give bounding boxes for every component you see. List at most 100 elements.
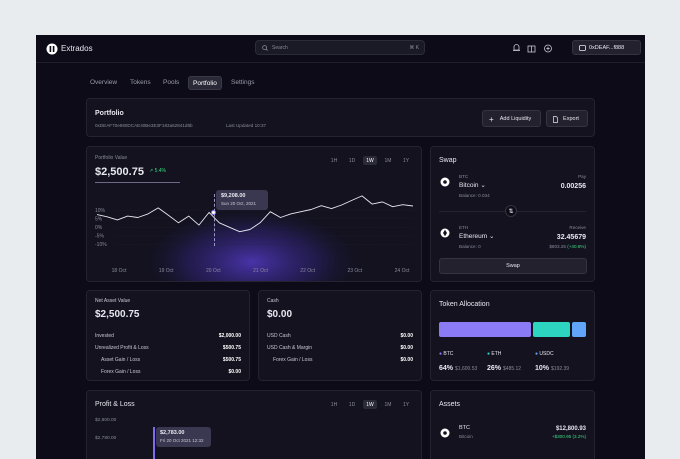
timeframe-option[interactable]: 1H: [330, 401, 338, 408]
portfolio-title: Portfolio: [95, 110, 124, 117]
receive-amount: 32.45679: [556, 234, 586, 241]
portfolio-header: Portfolio 0xDEAF70e980DCAE40Be3E3F183a52…: [86, 98, 595, 137]
allocation-card: Token Allocation ● BTC 64% $1,600.53 ● ETH 2…: [430, 290, 595, 381]
tab[interactable]: Tokens: [130, 78, 151, 86]
timeframe-option[interactable]: 1D: [348, 401, 356, 408]
row-label: Invested: [95, 333, 114, 339]
allocation-stat: 64% $1,600.53: [439, 365, 477, 372]
y-tick-label: -5%: [95, 234, 104, 240]
card-title: Cash: [267, 298, 279, 304]
legend-label: BTC: [443, 351, 454, 357]
y-tick-label: 10%: [95, 208, 106, 214]
row-label: USD Cash: [267, 333, 291, 339]
asset-value: $12,800.93: [555, 426, 586, 432]
pay-amount: 0.00256: [560, 183, 586, 190]
receive-token-name: Ethereum: [459, 233, 488, 240]
assets-card: Assets BTC Bitcoin $12,800.93 +$300.95 (…: [430, 390, 595, 459]
pay-balance: Balance: 0.034: [459, 193, 490, 198]
table-row: USD Cash $0.00: [267, 333, 413, 340]
share-amount: $485.12: [503, 366, 522, 372]
receive-symbol: ETH: [459, 225, 469, 230]
swap-title: Swap: [439, 157, 457, 164]
last-updated: Last Updated 10:37: [226, 123, 267, 128]
y-tick-label: -10%: [95, 242, 107, 248]
table-row: Invested $2,000.00: [95, 333, 241, 340]
allocation-bar: [532, 322, 570, 337]
row-label: Forex Gain / Loss: [101, 369, 141, 375]
button-label: Export: [563, 115, 579, 122]
btc-icon: [440, 428, 450, 438]
search-placeholder: Search: [272, 45, 288, 51]
value-change-text: 5.4%: [154, 168, 166, 174]
app-window: Extrados Search ⌘ K 0xDEAF...f888 Overvi…: [36, 35, 645, 459]
wallet-button[interactable]: 0xDEAF...f888: [572, 40, 641, 55]
x-tick-label: 21 Oct: [253, 268, 268, 274]
topbar-icons[interactable]: [512, 43, 552, 53]
card-value: $2,500.75: [95, 309, 140, 320]
timeframe-option[interactable]: 1M: [384, 157, 392, 164]
export-button[interactable]: Export: [546, 110, 588, 127]
hover-dot: [211, 210, 216, 215]
table-row: USD Cash & Margin $0.00: [267, 345, 413, 352]
tab[interactable]: Portfolio: [188, 76, 222, 90]
legend-label: USDC: [539, 351, 554, 357]
row-value: $0.00: [400, 333, 413, 339]
share-label: 64%: [439, 365, 454, 372]
search-box[interactable]: Search ⌘ K: [255, 40, 425, 55]
timeframe-option[interactable]: 1Y: [402, 401, 410, 408]
value-underline: [95, 182, 180, 183]
legend-dot: ●: [535, 351, 540, 357]
row-value: $2,000.00: [218, 333, 241, 339]
x-tick-label: 24 Oct: [395, 268, 410, 274]
swap-button[interactable]: Swap: [439, 258, 587, 274]
receive-change: (+40.8%): [567, 244, 586, 249]
timeframe-option[interactable]: 1W: [363, 400, 377, 409]
tooltip-date: Sun 20 Oct, 2021: [221, 201, 257, 206]
y-label: $2,800.00: [95, 418, 117, 423]
row-label: Unrealized Profit & Loss: [95, 345, 149, 351]
divider: [36, 62, 645, 63]
tab[interactable]: Settings: [231, 78, 255, 86]
share-amount: $192.39: [551, 366, 570, 372]
x-tick-label: 19 Oct: [159, 268, 174, 274]
receive-label: Receive: [569, 225, 586, 230]
timeframe-option[interactable]: 1H: [330, 157, 338, 164]
tab[interactable]: Pools: [163, 78, 180, 86]
plus-icon: +: [489, 115, 494, 124]
eth-icon: [440, 228, 450, 238]
row-label: USD Cash & Margin: [267, 345, 313, 351]
receive-usd: $803.25 (+40.8%): [549, 244, 586, 250]
x-tick-label: 23 Oct: [347, 268, 362, 274]
receive-token: Ethereum ⌄: [459, 233, 495, 240]
allocation-stat: 26% $485.12: [487, 365, 521, 372]
add-liquidity-button[interactable]: + Add Liquidity: [482, 110, 541, 127]
tooltip: $9,208.00 Sun 20 Oct, 2021: [216, 190, 268, 210]
chart-label: Portfolio Value: [95, 155, 128, 161]
row-value: $500.75: [222, 357, 241, 363]
button-label: Add Liquidity: [499, 115, 532, 122]
asset-name: Bitcoin: [459, 434, 473, 439]
hover-bar: [153, 427, 155, 459]
legend-item: ● USDC: [535, 352, 554, 357]
cash-card: Cash $0.00 USD Cash $0.00 USD Cash & Margi…: [258, 290, 422, 381]
row-value: $500.75: [222, 345, 241, 351]
timeframe-option[interactable]: 1Y: [402, 157, 410, 164]
export-icon: [553, 116, 558, 123]
pay-token: Bitcoin ⌄: [459, 182, 486, 189]
tab[interactable]: Overview: [90, 78, 118, 86]
allocation-title: Token Allocation: [439, 301, 490, 308]
row-label: Asset Gain / Loss: [101, 357, 141, 363]
share-amount: $1,600.53: [455, 366, 478, 372]
tooltip-date: Fri 20 Oct 2021 12:32: [160, 438, 204, 443]
row-value: $0.00: [400, 357, 413, 363]
glow: [142, 207, 362, 281]
swap-direction-button[interactable]: ⇅: [505, 205, 517, 217]
timeframe-option[interactable]: 1W: [363, 156, 377, 165]
timeframe-option[interactable]: 1D: [348, 157, 356, 164]
timeframe-option[interactable]: 1M: [384, 401, 392, 408]
legend-dot: ●: [487, 351, 492, 357]
receive-balance: Balance: 0: [459, 244, 481, 249]
pay-label: Pay: [578, 174, 586, 179]
swap-card: Swap BTC Bitcoin ⌄ Balance: 0.034 Pay 0.…: [430, 146, 595, 282]
